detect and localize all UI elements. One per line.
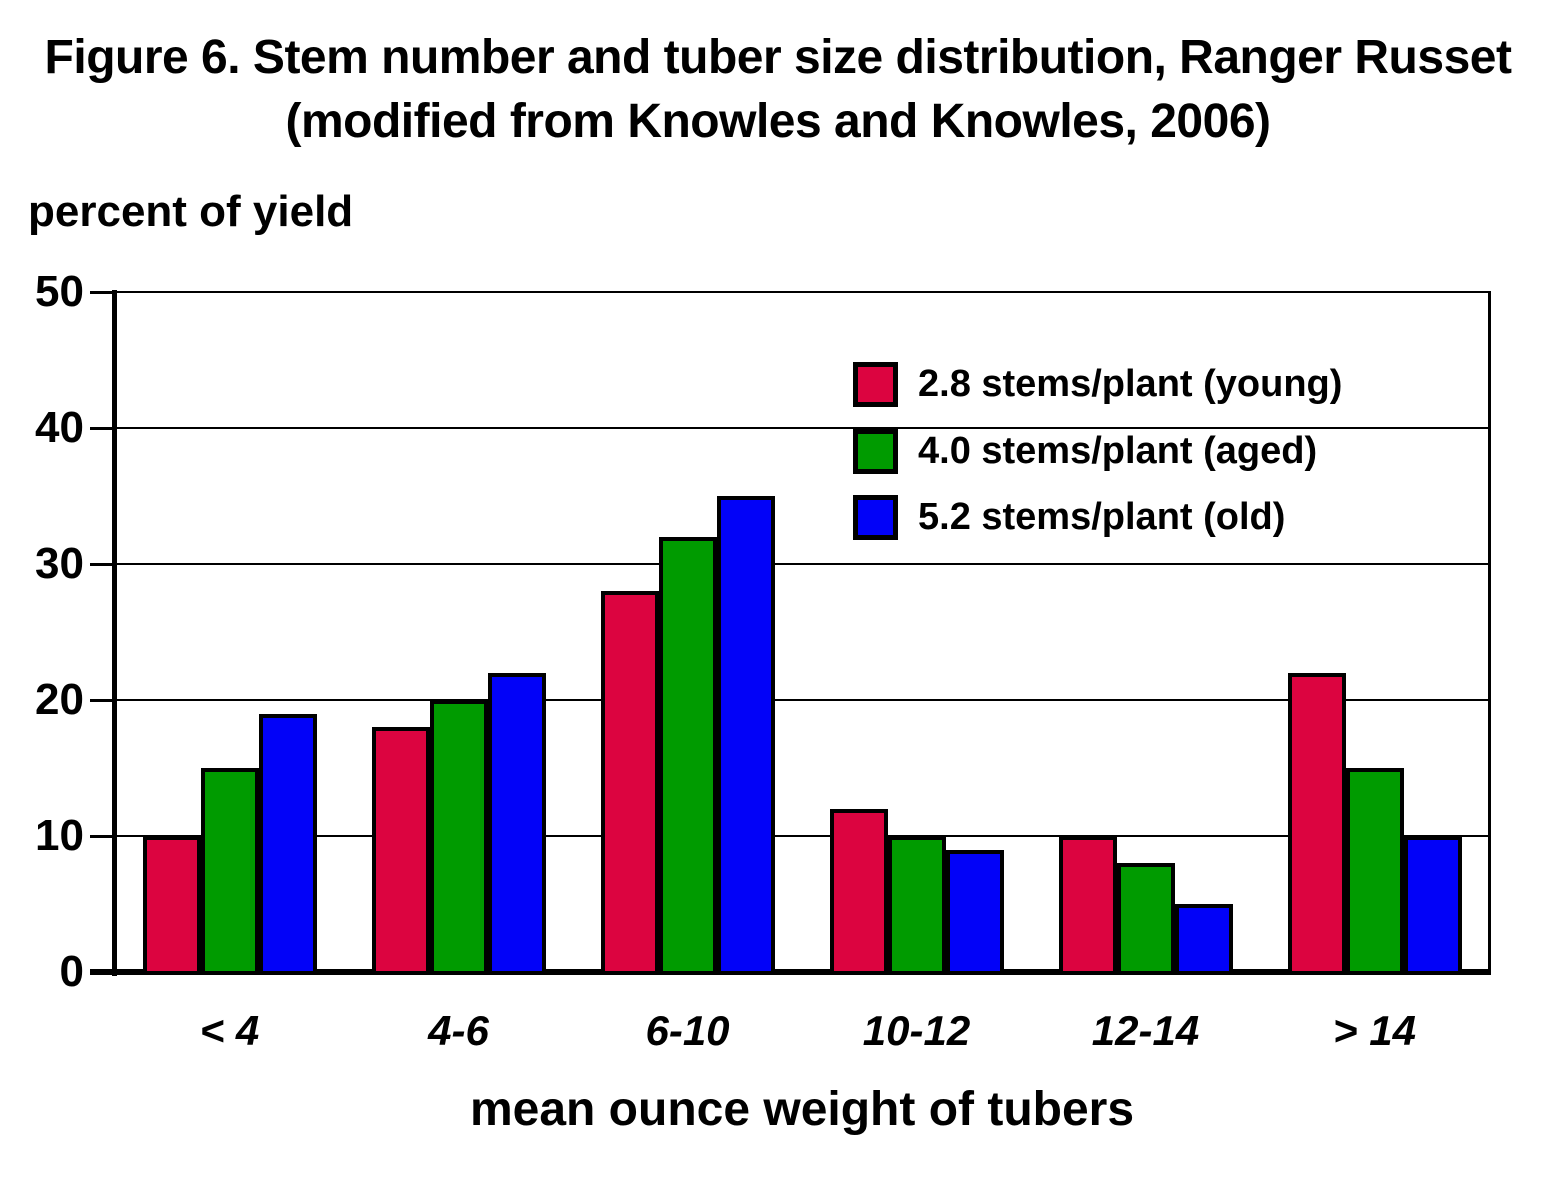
x-category-label-5: 12-14 xyxy=(1091,1007,1200,1054)
y-tick-30 xyxy=(90,562,113,566)
bar-series-2-cat-2 xyxy=(429,700,488,975)
legend-swatch-1 xyxy=(853,362,898,407)
x-axis-title: mean ounce weight of tubers xyxy=(469,1083,1135,1136)
y-tick-label-0: 0 xyxy=(59,947,84,996)
gridline-50 xyxy=(113,291,1490,293)
bar-series-3-cat-6 xyxy=(1403,836,1462,975)
bar-series-1-cat-4 xyxy=(829,808,888,975)
bar-series-3-cat-4 xyxy=(945,849,1004,975)
x-axis xyxy=(90,969,1490,975)
chart-title-line2: (modified from Knowles and Knowles, 2006… xyxy=(285,95,1272,148)
bar-series-2-cat-5 xyxy=(1116,863,1175,975)
y-tick-40 xyxy=(90,426,113,430)
bar-series-1-cat-5 xyxy=(1058,836,1117,975)
legend-label-2: 4.0 stems/plant (aged) xyxy=(918,429,1318,472)
y-tick-10 xyxy=(90,834,113,838)
y-tick-20 xyxy=(90,698,113,702)
legend-label-1: 2.8 stems/plant (young) xyxy=(918,363,1343,405)
bar-series-3-cat-2 xyxy=(487,672,546,975)
bar-series-3-cat-3 xyxy=(716,496,775,975)
y-axis xyxy=(112,290,117,976)
y-tick-label-10: 10 xyxy=(35,811,84,860)
bar-series-1-cat-6 xyxy=(1287,672,1346,975)
bar-series-1-cat-2 xyxy=(371,727,430,975)
bar-series-2-cat-4 xyxy=(887,836,946,975)
y-tick-label-30: 30 xyxy=(35,539,84,588)
bar-series-2-cat-3 xyxy=(658,536,717,975)
bar-series-3-cat-1 xyxy=(258,713,317,975)
gridline-30 xyxy=(113,563,1490,565)
plot-right-border xyxy=(1488,291,1491,975)
y-tick-label-50: 50 xyxy=(35,267,84,316)
gridline-10 xyxy=(113,835,1490,837)
x-category-label-6: > 14 xyxy=(1333,1007,1416,1054)
chart-title: Figure 6. Stem number and tuber size dis… xyxy=(0,26,1556,154)
legend-swatch-2 xyxy=(853,428,898,474)
x-category-label-4: 10-12 xyxy=(862,1007,971,1054)
legend-label-3: 5.2 stems/plant (old) xyxy=(918,496,1286,538)
y-axis-title: percent of yield xyxy=(28,187,354,236)
bar-series-2-cat-6 xyxy=(1345,768,1404,975)
chart-title-line1: Figure 6. Stem number and tuber size dis… xyxy=(44,31,1512,84)
x-category-label-2: 4-6 xyxy=(428,1007,489,1054)
legend-swatch-3 xyxy=(853,495,898,540)
gridline-40 xyxy=(113,427,1490,429)
y-tick-label-40: 40 xyxy=(35,403,84,452)
bar-series-1-cat-1 xyxy=(142,836,201,975)
x-category-label-1: < 4 xyxy=(199,1007,260,1054)
bar-series-3-cat-5 xyxy=(1174,904,1233,975)
bar-series-2-cat-1 xyxy=(200,768,259,975)
bar-series-1-cat-3 xyxy=(600,591,659,975)
y-tick-label-20: 20 xyxy=(35,675,84,724)
x-category-label-3: 6-10 xyxy=(645,1007,730,1054)
y-tick-50 xyxy=(90,290,113,294)
gridline-20 xyxy=(113,699,1490,701)
